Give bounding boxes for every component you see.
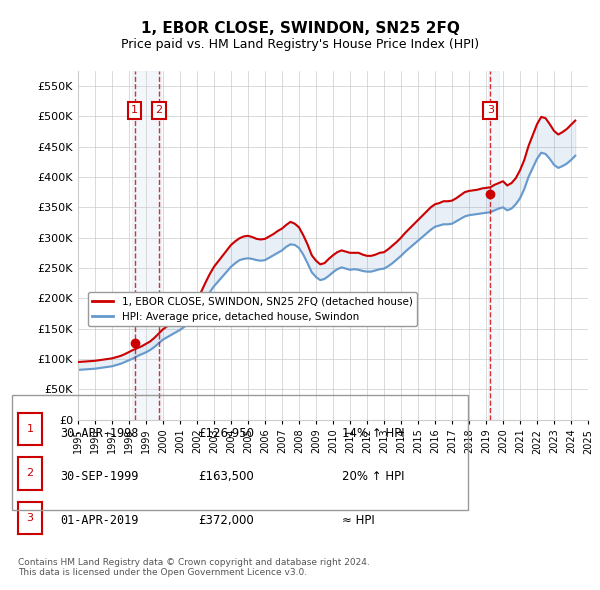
Text: 1: 1 [26, 424, 34, 434]
Text: 3: 3 [487, 105, 494, 115]
Text: ≈ HPI: ≈ HPI [342, 514, 375, 527]
Text: £372,000: £372,000 [198, 514, 254, 527]
Legend: 1, EBOR CLOSE, SWINDON, SN25 2FQ (detached house), HPI: Average price, detached : 1, EBOR CLOSE, SWINDON, SN25 2FQ (detach… [88, 292, 416, 326]
Text: £163,500: £163,500 [198, 470, 254, 483]
Bar [132, 71, 161, 419]
Text: 2: 2 [26, 468, 34, 478]
Text: 20% ↑ HPI: 20% ↑ HPI [342, 470, 404, 483]
Text: 30-APR-1998: 30-APR-1998 [60, 427, 139, 440]
Text: 3: 3 [26, 513, 34, 523]
Text: Contains HM Land Registry data © Crown copyright and database right 2024.
This d: Contains HM Land Registry data © Crown c… [18, 558, 370, 577]
Text: 30-SEP-1999: 30-SEP-1999 [60, 470, 139, 483]
Text: 14% ↑ HPI: 14% ↑ HPI [342, 427, 404, 440]
Text: Price paid vs. HM Land Registry's House Price Index (HPI): Price paid vs. HM Land Registry's House … [121, 38, 479, 51]
Text: 1: 1 [131, 105, 138, 115]
Text: 2: 2 [155, 105, 163, 115]
Bar [488, 71, 499, 419]
Text: 1, EBOR CLOSE, SWINDON, SN25 2FQ: 1, EBOR CLOSE, SWINDON, SN25 2FQ [140, 21, 460, 35]
Text: 01-APR-2019: 01-APR-2019 [60, 514, 139, 527]
Text: £126,950: £126,950 [198, 427, 254, 440]
